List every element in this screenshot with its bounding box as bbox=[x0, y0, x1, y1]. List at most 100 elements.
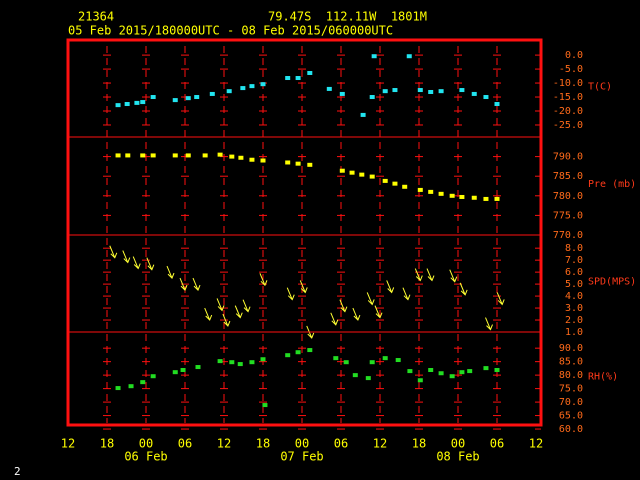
x-tick-label: 12 bbox=[529, 437, 543, 451]
y-tick-label: 70.0 bbox=[559, 397, 583, 408]
wind-arrow bbox=[146, 257, 155, 271]
wind-arrow bbox=[374, 305, 383, 319]
data-point bbox=[307, 162, 313, 167]
data-point bbox=[467, 369, 473, 374]
y-tick-label: 1.0 bbox=[565, 327, 583, 338]
data-point bbox=[428, 368, 434, 373]
wind-arrow bbox=[459, 282, 468, 296]
wind-arrow bbox=[122, 250, 131, 264]
y-tick-label: 775.0 bbox=[553, 210, 583, 221]
data-point bbox=[360, 112, 366, 117]
data-point bbox=[395, 358, 401, 363]
y-tick-label: 5.0 bbox=[565, 279, 583, 290]
wind-arrow bbox=[366, 292, 375, 306]
data-point bbox=[229, 154, 235, 159]
data-point bbox=[339, 168, 345, 173]
data-point bbox=[295, 76, 301, 81]
data-point bbox=[249, 84, 255, 89]
data-point bbox=[226, 89, 232, 94]
data-point bbox=[483, 196, 489, 201]
x-tick-label: 18 bbox=[412, 437, 426, 451]
data-point bbox=[369, 360, 375, 365]
data-point bbox=[150, 153, 156, 158]
data-point bbox=[125, 153, 131, 158]
wind-arrow bbox=[109, 245, 118, 259]
panel-label: RH(%) bbox=[588, 372, 618, 383]
data-point bbox=[180, 368, 186, 373]
x-tick-label: 06 bbox=[334, 437, 348, 451]
data-point bbox=[249, 360, 255, 365]
x-tick-label: 06 bbox=[490, 437, 504, 451]
data-point bbox=[459, 194, 465, 199]
panel-label: SPD(MPS) bbox=[588, 277, 636, 288]
wind-arrow bbox=[426, 268, 435, 282]
data-point bbox=[172, 370, 178, 375]
data-point bbox=[195, 365, 201, 370]
panel-label: T(C) bbox=[588, 82, 612, 93]
y-tick-label: 8.0 bbox=[565, 243, 583, 254]
data-point bbox=[260, 158, 266, 163]
y-tick-label: -5.0 bbox=[559, 64, 583, 75]
data-point bbox=[202, 153, 208, 158]
page-number: 2 bbox=[14, 465, 21, 478]
data-point bbox=[238, 155, 244, 160]
data-point bbox=[150, 374, 156, 379]
data-point bbox=[307, 70, 313, 75]
y-tick-label: 2.0 bbox=[565, 315, 583, 326]
wind-arrow bbox=[402, 287, 411, 301]
data-point bbox=[483, 366, 489, 371]
data-point bbox=[185, 96, 191, 101]
y-tick-label: 80.0 bbox=[559, 370, 583, 381]
data-point bbox=[417, 88, 423, 93]
y-tick-label: 790.0 bbox=[553, 152, 583, 163]
panel-label: Pre (mb) bbox=[588, 179, 636, 190]
y-tick-label: 65.0 bbox=[559, 411, 583, 422]
wind-arrow bbox=[234, 305, 243, 319]
data-point bbox=[349, 170, 355, 175]
data-point bbox=[369, 95, 375, 100]
wind-arrow bbox=[259, 273, 268, 287]
data-point bbox=[407, 369, 413, 374]
data-point bbox=[217, 152, 223, 157]
y-tick-label: 90.0 bbox=[559, 343, 583, 354]
station-location: 79.47S 112.11W 1801M bbox=[268, 10, 427, 24]
x-tick-label: 18 bbox=[100, 437, 114, 451]
data-point bbox=[417, 187, 423, 192]
wind-arrow bbox=[485, 317, 493, 331]
data-point bbox=[371, 54, 377, 59]
data-point bbox=[326, 86, 332, 91]
data-point bbox=[217, 359, 223, 364]
x-tick-label: 06 bbox=[178, 437, 192, 451]
plot-frame bbox=[66, 38, 543, 427]
y-tick-label: 6.0 bbox=[565, 267, 583, 278]
date-label: 06 Feb bbox=[124, 450, 167, 464]
data-point bbox=[209, 91, 215, 96]
data-point bbox=[194, 95, 200, 100]
data-point bbox=[438, 371, 444, 376]
y-tick-label: 0.0 bbox=[565, 50, 583, 61]
data-point bbox=[307, 348, 313, 353]
data-point bbox=[471, 195, 477, 200]
data-point bbox=[369, 174, 375, 179]
data-point bbox=[417, 378, 423, 383]
data-point bbox=[382, 356, 388, 361]
data-point bbox=[115, 103, 121, 108]
data-point bbox=[438, 89, 444, 94]
wind-arrow bbox=[132, 256, 141, 270]
y-tick-label: 7.0 bbox=[565, 255, 583, 266]
date-label: 07 Feb bbox=[280, 450, 323, 464]
y-tick-label: -25.0 bbox=[553, 120, 583, 131]
data-point bbox=[249, 157, 255, 162]
data-point bbox=[406, 54, 412, 59]
wind-arrow bbox=[330, 312, 339, 326]
data-point bbox=[449, 374, 455, 379]
wind-arrow bbox=[222, 313, 231, 327]
data-point bbox=[471, 91, 477, 96]
wind-arrow bbox=[299, 280, 308, 294]
y-tick-label: -20.0 bbox=[553, 106, 583, 117]
data-point bbox=[449, 193, 455, 198]
wind-arrow bbox=[216, 298, 225, 312]
y-tick-label: 785.0 bbox=[553, 171, 583, 182]
y-tick-label: 3.0 bbox=[565, 303, 583, 314]
data-point bbox=[172, 153, 178, 158]
